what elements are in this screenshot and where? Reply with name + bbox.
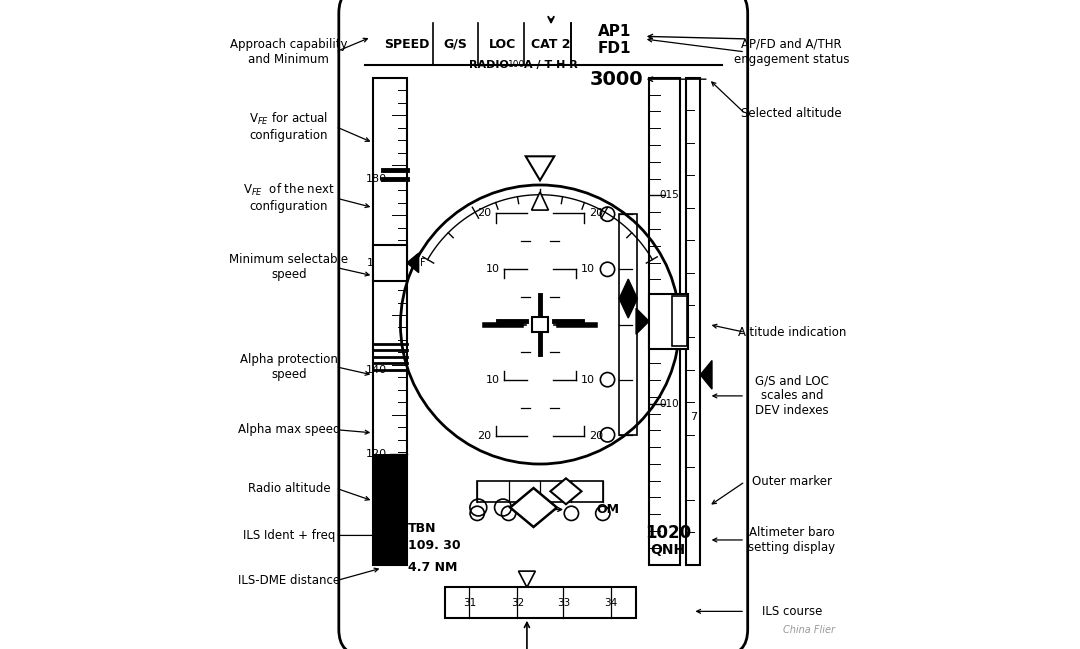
Text: LOC: LOC [489, 38, 516, 51]
Bar [373, 245, 407, 281]
Text: ILS Ident + freq: ILS Ident + freq [243, 529, 335, 542]
Text: Altimeter baro
setting display: Altimeter baro setting display [748, 526, 835, 554]
Polygon shape [551, 478, 581, 504]
Text: 7: 7 [690, 412, 697, 422]
Text: 20: 20 [589, 208, 603, 218]
Text: 160: 160 [366, 258, 388, 268]
Text: V$_{FE}$  of the next
configuration: V$_{FE}$ of the next configuration [243, 182, 335, 214]
Text: 010: 010 [659, 399, 678, 409]
Text: 1290: 1290 [513, 502, 552, 517]
Polygon shape [636, 308, 649, 334]
Text: FD1: FD1 [598, 40, 632, 56]
Text: 33: 33 [556, 598, 570, 607]
Text: 3000: 3000 [590, 69, 644, 89]
Bar [532, 317, 548, 332]
Text: Approach capability
and Minimum: Approach capability and Minimum [230, 38, 348, 66]
Text: 10: 10 [486, 263, 500, 274]
Text: 140: 140 [366, 365, 388, 375]
Text: CAT 2: CAT 2 [531, 38, 571, 51]
Text: 20: 20 [675, 310, 685, 319]
Text: 109. 30: 109. 30 [407, 539, 460, 552]
Text: 80: 80 [675, 337, 685, 346]
Text: Radio altitude: Radio altitude [247, 482, 330, 495]
Text: RADIO: RADIO [469, 60, 509, 70]
Text: 20: 20 [589, 431, 603, 441]
Text: China Flier: China Flier [783, 624, 835, 635]
Polygon shape [531, 192, 549, 210]
Polygon shape [526, 156, 554, 180]
Text: 20: 20 [477, 431, 491, 441]
Bar [673, 297, 687, 346]
Text: A / T H R: A / T H R [524, 60, 578, 70]
Polygon shape [510, 488, 557, 527]
Text: 32: 32 [511, 598, 524, 607]
Bar [649, 78, 680, 565]
Text: 20: 20 [477, 208, 491, 218]
FancyBboxPatch shape [339, 0, 747, 649]
Text: QNH: QNH [650, 543, 686, 557]
Text: SPEED: SPEED [384, 38, 430, 51]
Bar [374, 78, 407, 565]
Text: ILS course: ILS course [761, 605, 822, 618]
Polygon shape [518, 571, 536, 587]
Text: Outer marker: Outer marker [752, 475, 832, 488]
Bar [477, 481, 603, 502]
Text: 10: 10 [486, 375, 500, 386]
Text: TBN: TBN [407, 522, 436, 535]
Text: 31: 31 [463, 598, 476, 607]
Bar [445, 587, 636, 618]
Text: AP/FD and A/THR
engagement status: AP/FD and A/THR engagement status [734, 38, 850, 66]
Text: OM: OM [596, 503, 619, 516]
Text: AP1: AP1 [598, 23, 632, 39]
Text: 180: 180 [366, 174, 388, 184]
Text: 120: 120 [366, 448, 388, 459]
Bar [374, 454, 407, 565]
Text: 10: 10 [580, 375, 594, 386]
Text: 1020: 1020 [645, 524, 691, 543]
Polygon shape [700, 361, 712, 389]
Polygon shape [407, 253, 419, 273]
Text: Minimum selectable
speed: Minimum selectable speed [229, 253, 349, 282]
Text: 4.7 NM: 4.7 NM [407, 561, 457, 574]
Text: 100: 100 [509, 60, 526, 69]
Text: ILS-DME distance: ILS-DME distance [238, 574, 340, 587]
Text: Alpha protection
speed: Alpha protection speed [240, 352, 338, 381]
Text: G/S and LOC
scales and
DEV indexes: G/S and LOC scales and DEV indexes [755, 374, 828, 417]
Bar [619, 214, 637, 435]
Text: F: F [420, 258, 426, 268]
Text: Alpha max speed: Alpha max speed [238, 423, 340, 436]
Text: 00: 00 [675, 323, 685, 332]
Polygon shape [619, 279, 637, 318]
Bar [649, 293, 688, 349]
Text: V$_{FE}$ for actual
configuration: V$_{FE}$ for actual configuration [249, 111, 328, 142]
Text: Altitude indication: Altitude indication [738, 326, 846, 339]
Text: 13: 13 [653, 308, 677, 326]
Text: G/S: G/S [444, 38, 468, 51]
Bar [686, 78, 700, 565]
Text: Selected altitude: Selected altitude [742, 107, 842, 120]
Text: 34: 34 [605, 598, 618, 607]
Text: 015: 015 [659, 190, 678, 200]
Text: 10: 10 [580, 263, 594, 274]
